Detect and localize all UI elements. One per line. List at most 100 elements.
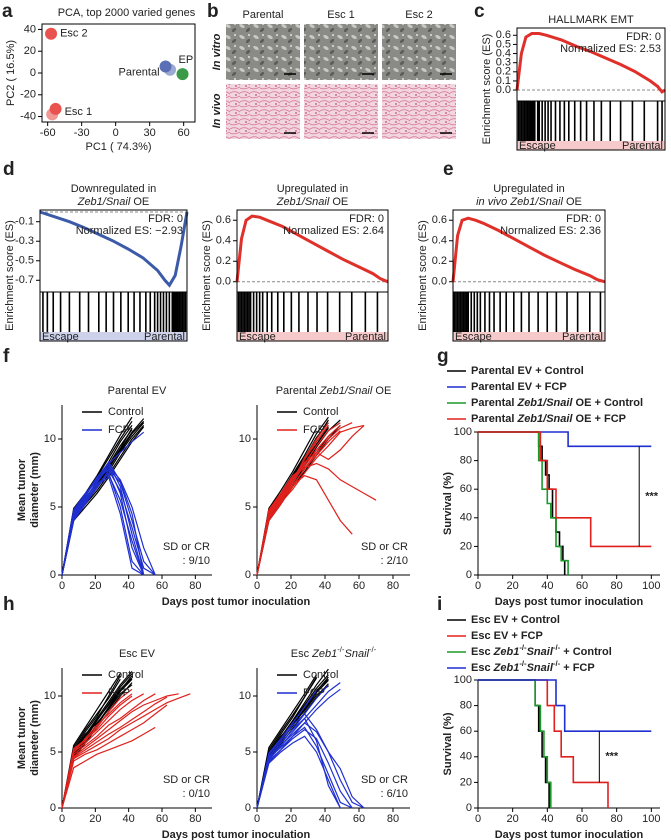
x-tick-label: -60 [40, 127, 56, 139]
chart-title-part: Zeb1/Snail [276, 196, 330, 208]
chart-title-part: OE [563, 196, 582, 208]
chart-title: in vivo Zeb1/Snail OE [476, 196, 582, 208]
survival-curve [478, 679, 552, 808]
x-tick-label: 40 [541, 813, 553, 825]
chart-title-part: HALLMARK EMT [548, 14, 634, 26]
x-tick-label: 80 [611, 580, 623, 592]
y-axis-label: Mean tumor [16, 458, 28, 521]
chart-title: PCA, top 2000 varied genes [58, 7, 196, 19]
x-tick-label: 80 [189, 813, 201, 825]
legend-label: Control [108, 669, 143, 681]
y-tick-label: 0.1 [496, 75, 511, 87]
rank-band [453, 332, 605, 341]
legend-label-part: Parental [471, 397, 517, 409]
annotation: *** [605, 751, 619, 763]
growth-curve [256, 682, 341, 809]
legend-label-part: Snail [527, 646, 554, 658]
legend-label-part: + FCP [560, 662, 595, 674]
growth-curve [61, 726, 156, 809]
legend-label-part: Esc EV + FCP [471, 630, 543, 642]
x-tick-label: 40 [319, 813, 331, 825]
x-axis-label: Days post tumor inoculation [162, 596, 311, 608]
y-axis-label: Enrichment score (ES) [4, 220, 16, 331]
survival-curve [478, 679, 652, 732]
growth-curve [61, 476, 145, 576]
y-tick-label: -0.1 [15, 216, 34, 228]
chart-title: Upregulated in [277, 183, 349, 195]
chart-title-part: -/- [337, 645, 345, 654]
panel-letter: e [443, 159, 454, 180]
legend-label-part: Zeb1/Snail [516, 413, 573, 425]
es-curve [451, 216, 606, 284]
x-tick-label: 0 [113, 127, 119, 139]
x-tick-label: -30 [74, 127, 90, 139]
band-label: Escape [42, 331, 79, 343]
legend-label-part: Snail [527, 662, 554, 674]
growth-curve [61, 693, 133, 809]
band-label: Escape [519, 140, 556, 152]
y-tick-label: 0.6 [216, 214, 231, 226]
x-tick-label: 80 [611, 813, 623, 825]
panel-letter: c [474, 1, 485, 22]
y-tick-label: 5 [245, 746, 251, 758]
annotation: : 9/10 [182, 555, 210, 567]
es-curve [515, 32, 666, 94]
growth-curve [61, 425, 145, 576]
y-tick-label: -0.3 [15, 235, 34, 247]
chart-title: Esc EV [119, 648, 156, 660]
legend-label: Parental Zeb1/Snail OE + Control [471, 397, 643, 409]
y-tick-label: 80 [460, 455, 472, 467]
legend-label: Esc EV + Control [471, 614, 560, 626]
y-tick-label: 0.4 [496, 47, 511, 59]
y-tick-label: -20 [20, 89, 36, 101]
x-tick-label: 0 [59, 813, 65, 825]
panel-letter: h [3, 594, 15, 615]
legend-label: Esc Zeb1-/-Snail-/- + FCP [471, 659, 595, 674]
image [382, 84, 456, 139]
growth-curve [256, 684, 329, 809]
legend-label-part: Zeb1 [493, 646, 520, 658]
point-label: Parental [119, 66, 160, 78]
legend-label: FCP [303, 424, 325, 436]
chart-title-part: Upregulated in [493, 183, 565, 195]
annotation: : 6/10 [380, 788, 408, 800]
annotation: : 0/10 [182, 788, 210, 800]
x-tick-label: 20 [285, 580, 297, 592]
x-tick-label: 60 [353, 580, 365, 592]
growth-curve [256, 690, 317, 809]
y-axis-label: Survival (%) [442, 472, 454, 535]
chart-title-part: Downregulated in [71, 183, 157, 195]
row-label: In vitro [211, 33, 223, 70]
x-tick-label: 0 [254, 813, 260, 825]
legend-label-part: Zeb1 [493, 662, 520, 674]
plot-frame [452, 209, 606, 342]
growth-curve [61, 431, 145, 576]
y-axis-label: PC2 ( 16.5%) [5, 40, 17, 106]
x-tick-label: 60 [156, 813, 168, 825]
point-label: EP [179, 54, 194, 66]
x-tick-label: 40 [123, 813, 135, 825]
y-tick-label: 40 [460, 751, 472, 763]
band-label: Parental [144, 331, 185, 343]
y-tick-label: 0.0 [216, 276, 231, 288]
growth-curve [256, 726, 353, 809]
y-tick-label: 5 [50, 501, 56, 513]
x-tick-label: 100 [642, 813, 660, 825]
growth-curve [61, 684, 133, 809]
growth-curve [256, 424, 365, 576]
x-tick-label: 0 [475, 580, 481, 592]
legend-label-part: OE + Control [573, 397, 644, 409]
legend-label-part: + Control [560, 646, 612, 658]
x-tick-label: 0 [59, 580, 65, 592]
y-tick-label: 0 [466, 569, 472, 581]
growth-curve [61, 693, 179, 809]
y-tick-label: 20 [460, 540, 472, 552]
legend-label: FCP [108, 424, 130, 436]
point [164, 63, 177, 76]
chart-title-part: Zeb1/Snail [319, 385, 373, 397]
legend-label: Control [108, 406, 143, 418]
growth-curve [256, 422, 353, 576]
chart-title-part: OE [130, 196, 149, 208]
annotation: Normalized ES: 2.64 [283, 225, 384, 237]
